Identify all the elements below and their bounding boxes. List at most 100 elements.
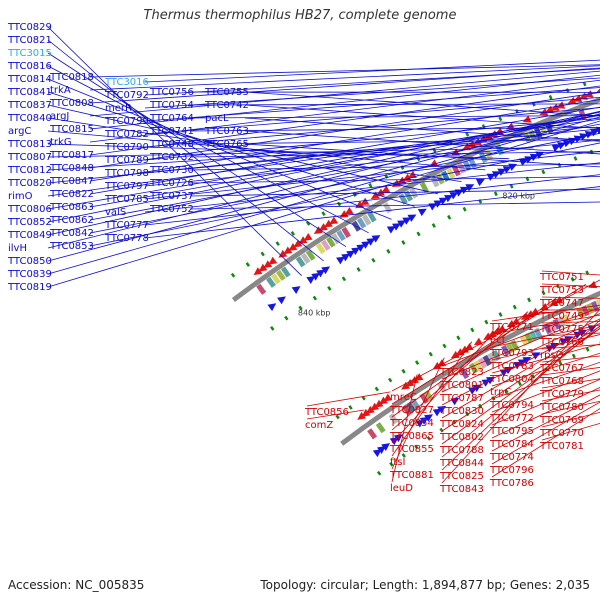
- leader-line-ttc0853: [89, 142, 600, 247]
- gene-label-ttc0881: TTC0881: [389, 470, 434, 481]
- reverse-gene-arrow: [378, 396, 388, 405]
- gene-label-ttc0821: TTC0821: [7, 35, 52, 46]
- gene-label-ttc0754: TTC0754: [149, 100, 194, 111]
- scale-tick: [341, 276, 347, 282]
- gene-label-ilvh: ilvH: [8, 243, 27, 254]
- feature-block: [451, 165, 461, 177]
- forward-gene-arrow: [316, 269, 326, 278]
- gene-label-argc: argC: [8, 126, 31, 137]
- scale-tick: [414, 360, 420, 366]
- forward-gene-arrow: [491, 171, 501, 179]
- gene-label-ttc0814: TTC0814: [7, 74, 52, 85]
- forward-gene-arrow: [502, 166, 512, 174]
- scale-tick: [585, 347, 590, 352]
- scale-tick: [336, 201, 342, 207]
- feature-block: [375, 422, 386, 434]
- feature-block: [398, 193, 408, 205]
- scale-tick: [426, 436, 431, 441]
- scale-tick: [517, 381, 522, 386]
- leader-line-ilvh: [47, 111, 600, 249]
- scale-tick: [548, 94, 553, 100]
- scale-tick: [401, 453, 406, 458]
- reverse-gene-arrow: [370, 402, 380, 411]
- forward-gene-arrow: [579, 133, 589, 141]
- reverse-gene-arrow: [549, 298, 559, 306]
- leader-line-ttc0765: [244, 143, 600, 168]
- gene-label-ttc0818: TTC0818: [49, 72, 94, 83]
- gene-label-ttc0855: TTC0855: [389, 444, 434, 455]
- forward-gene-arrow: [377, 446, 386, 454]
- scale-tick: [389, 461, 394, 467]
- feature-block: [280, 266, 291, 278]
- scale-tick: [348, 405, 353, 410]
- gene-label-ttc0780: TTC0780: [539, 402, 584, 413]
- scale-tick: [571, 353, 576, 359]
- gene-label-trka: trkA: [50, 85, 71, 96]
- gene-label-pacl: pacL: [205, 113, 229, 124]
- forward-gene-arrow: [361, 241, 371, 249]
- gene-label-ttc0771: TTC0771: [489, 322, 534, 333]
- backbone-outer-ring: [231, 97, 600, 302]
- gene-label-ttc0770: TTC0770: [539, 428, 584, 439]
- scale-tick: [558, 360, 563, 365]
- forward-gene-arrow: [468, 387, 478, 395]
- gene-label-ttc0741: TTC0741: [149, 126, 194, 137]
- scale-tick: [484, 319, 489, 325]
- gene-label-ttc0796: TTC0796: [489, 465, 534, 476]
- leader-line-ttc0788: [441, 327, 600, 445]
- gene-label-ttc0777: TTC0777: [104, 220, 149, 231]
- scale-tick: [456, 335, 461, 341]
- reverse-gene-arrow: [303, 232, 313, 241]
- gene-label-ttc0763: TTC0763: [204, 126, 249, 137]
- gene-label-ttc0756: TTC0756: [149, 87, 194, 98]
- gene-label-ttc0853: TTC0853: [49, 241, 94, 252]
- gene-label-ttc0768: TTC0768: [539, 376, 584, 387]
- scale-tick: [442, 343, 447, 349]
- kbp-marker-840-kbp: 840 kbp: [298, 309, 331, 318]
- forward-gene-arrow: [346, 250, 356, 259]
- scale-tick: [447, 214, 452, 220]
- leader-line-ttc0785: [144, 150, 600, 200]
- feature-block: [585, 303, 595, 315]
- leader-line-ttc0787: [441, 318, 600, 393]
- feature-block: [419, 181, 429, 193]
- reverse-gene-arrow: [293, 239, 303, 248]
- label-leader-lines: [47, 26, 600, 484]
- gene-label-ttc0830: TTC0830: [439, 406, 484, 417]
- reverse-gene-arrow: [324, 219, 333, 228]
- leader-line-ttc0817: [89, 85, 600, 156]
- forward-gene-arrow: [486, 173, 496, 181]
- forward-gene-arrow: [392, 223, 401, 231]
- reverse-gene-arrow: [401, 381, 411, 390]
- feature-block: [320, 239, 331, 251]
- feature-block: [367, 428, 378, 440]
- leader-line-ttc0837: [47, 104, 438, 195]
- gene-label-ttc0825: TTC0825: [439, 471, 484, 482]
- gene-label-ttc0841: TTC0841: [7, 87, 52, 98]
- leader-line-ttc0799: [144, 87, 600, 122]
- leader-line-ttc0797: [144, 139, 600, 187]
- gene-label-ttc0749: TTC0749: [539, 311, 584, 322]
- gene-label-ttc0781: TTC0781: [539, 441, 584, 452]
- reverse-gene-arrow: [511, 317, 521, 325]
- gene-label-ttc0786: TTC0786: [489, 478, 534, 489]
- gene-label-ttc0847: TTC0847: [49, 176, 94, 187]
- gene-label-ttc3015: TTC3015: [7, 48, 52, 59]
- leader-line-ttc0865: [391, 311, 529, 431]
- gene-label-ttc0772: TTC0772: [489, 413, 534, 424]
- scale-tick: [376, 470, 382, 476]
- gene-label-ttc0798: TTC0798: [104, 168, 149, 179]
- forward-gene-arrow: [321, 266, 331, 275]
- gene-label-ttc0742: TTC0742: [204, 100, 249, 111]
- leader-line-ttc3016: [144, 59, 600, 83]
- forward-gene-arrow: [397, 220, 407, 228]
- scale-tick: [452, 419, 457, 425]
- gene-label-ttc0779: TTC0779: [539, 389, 584, 400]
- gene-label-ttc0751: TTC0751: [539, 272, 584, 283]
- scale-tick: [327, 286, 332, 291]
- feature-block: [473, 360, 483, 372]
- reverse-gene-arrow: [374, 399, 384, 408]
- reverse-gene-arrow: [545, 105, 554, 114]
- gene-label-ttc0753: TTC0753: [539, 285, 584, 296]
